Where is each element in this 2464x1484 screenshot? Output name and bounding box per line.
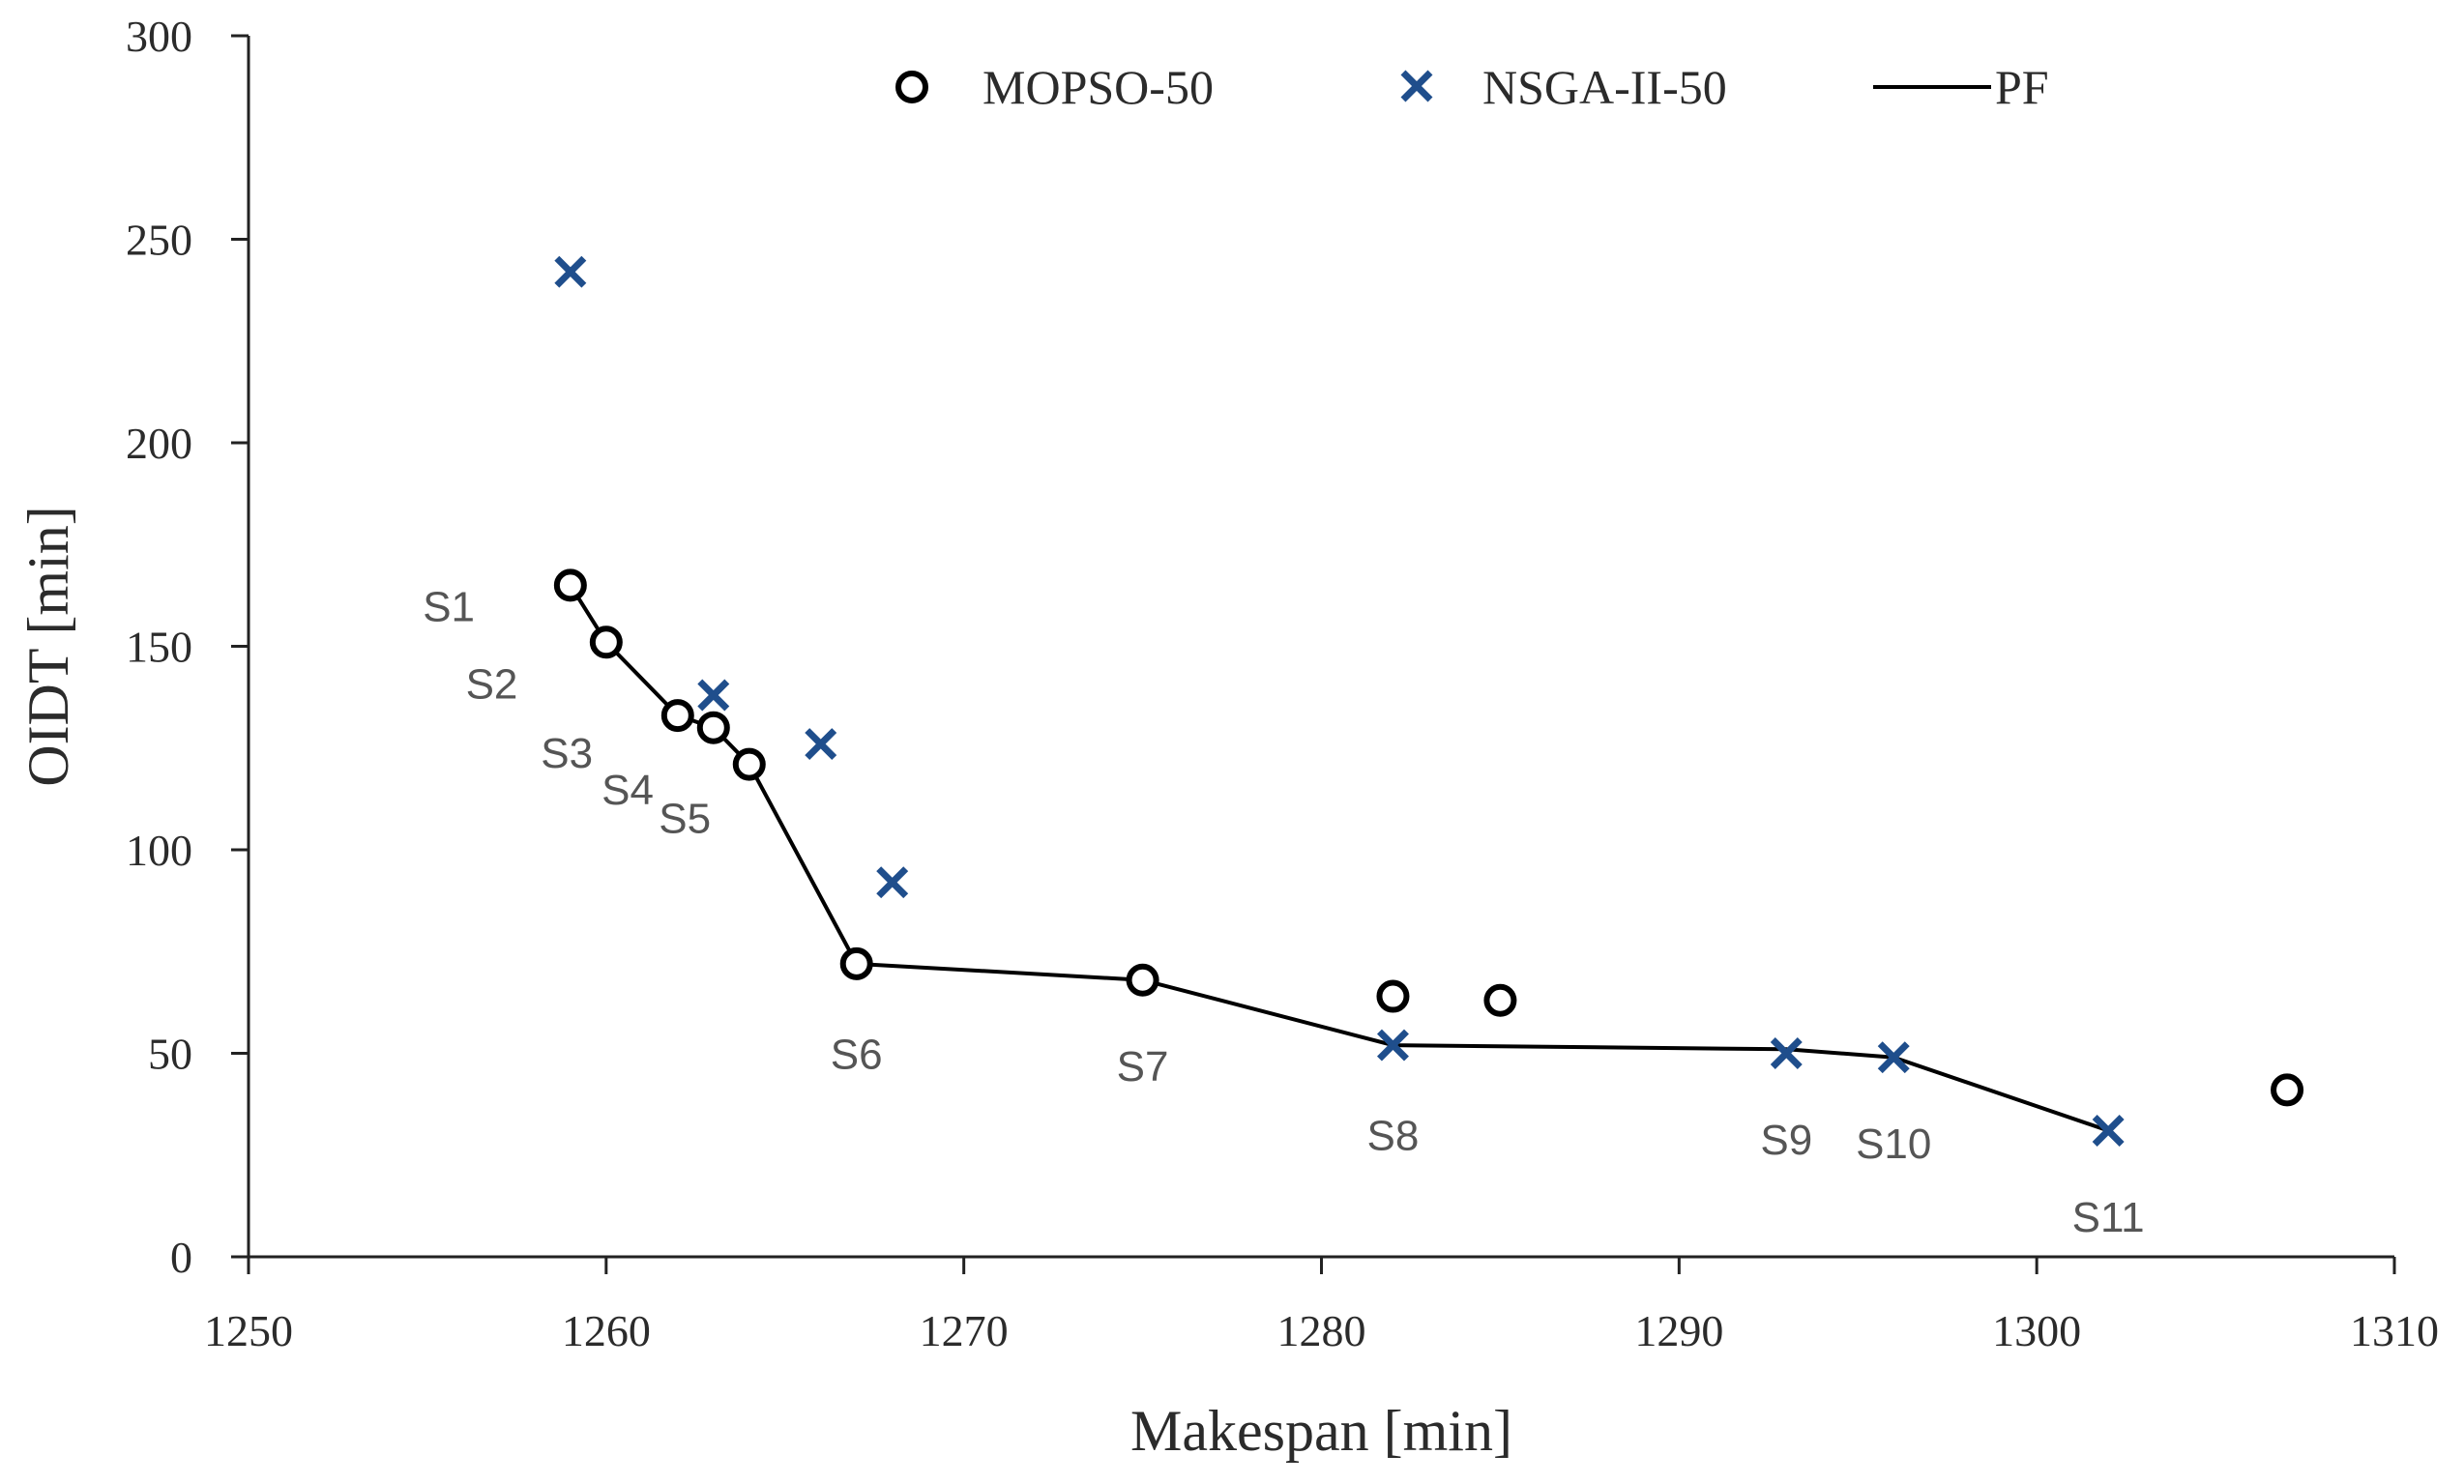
nsga-point [1877, 1041, 1910, 1074]
legend-x-icon [1400, 70, 1433, 102]
nsga-point [805, 728, 837, 761]
point-annotation-label: S9 [1760, 1117, 1812, 1164]
mopso-point [2271, 1073, 2304, 1107]
mopso-series [553, 568, 2304, 1107]
y-tick-label: 150 [126, 623, 192, 672]
legend: MOPSO-50 NSGA-II-50 PF [895, 60, 2049, 114]
mopso-point [1483, 983, 1517, 1017]
y-tick-label: 200 [126, 419, 192, 468]
y-tick-label: 100 [126, 826, 192, 875]
x-tick-label: 1270 [920, 1306, 1009, 1355]
point-annotation-label: S5 [659, 795, 711, 842]
nsga-series [554, 255, 2125, 1147]
pf-line [569, 584, 2109, 1133]
x-ticks: 1250 1260 1270 1280 1290 1300 1310 [204, 1257, 2439, 1355]
legend-label-pf: PF [1995, 60, 2049, 114]
mopso-point [732, 747, 766, 781]
legend-label-nsga: NSGA-II-50 [1482, 60, 1727, 114]
point-annotation-label: S4 [601, 767, 654, 814]
point-annotation-label: S1 [423, 583, 475, 630]
legend-label-mopso: MOPSO-50 [983, 60, 1214, 114]
y-tick-label: 250 [126, 216, 192, 265]
mopso-point [1376, 979, 1410, 1013]
x-tick-label: 1310 [2350, 1306, 2439, 1355]
x-tick-label: 1250 [204, 1306, 293, 1355]
legend-circle-icon [895, 71, 928, 103]
x-tick-label: 1300 [1992, 1306, 2081, 1355]
legend-item-pf: PF [1873, 60, 2049, 114]
nsga-point [876, 866, 909, 899]
point-annotation-label: S7 [1117, 1043, 1169, 1091]
mopso-point [660, 699, 694, 733]
x-axis-title: Makespan [min] [1130, 1399, 1512, 1463]
point-annotation-label: S11 [2072, 1194, 2145, 1241]
y-ticks: 0 50 100 150 200 250 300 [126, 12, 249, 1282]
legend-item-mopso: MOPSO-50 [895, 60, 1214, 114]
nsga-point [1376, 1029, 1409, 1062]
pf-series [569, 584, 2109, 1133]
x-tick-label: 1290 [1634, 1306, 1723, 1355]
x-tick-label: 1260 [562, 1306, 651, 1355]
legend-item-nsga: NSGA-II-50 [1400, 60, 1727, 114]
mopso-point [696, 711, 730, 744]
point-annotation-label: S10 [1856, 1120, 1931, 1168]
nsga-point [554, 255, 587, 288]
y-tick-label: 50 [148, 1030, 192, 1079]
mopso-point [839, 946, 873, 980]
mopso-point [589, 626, 623, 659]
point-annotation-label: S3 [541, 730, 593, 777]
mopso-point [553, 568, 587, 602]
nsga-point [1770, 1037, 1803, 1069]
point-annotation-label: S8 [1367, 1113, 1420, 1160]
point-annotation-label: S6 [831, 1032, 883, 1079]
mopso-point [1126, 963, 1159, 997]
y-axis-title: OIDT [min] [16, 506, 80, 787]
point-annotation-label: S2 [466, 660, 518, 708]
y-tick-label: 0 [170, 1233, 192, 1282]
nsga-point [2092, 1115, 2125, 1147]
y-tick-label: 300 [126, 12, 192, 61]
x-tick-label: 1280 [1277, 1306, 1366, 1355]
nsga-point [697, 679, 730, 712]
